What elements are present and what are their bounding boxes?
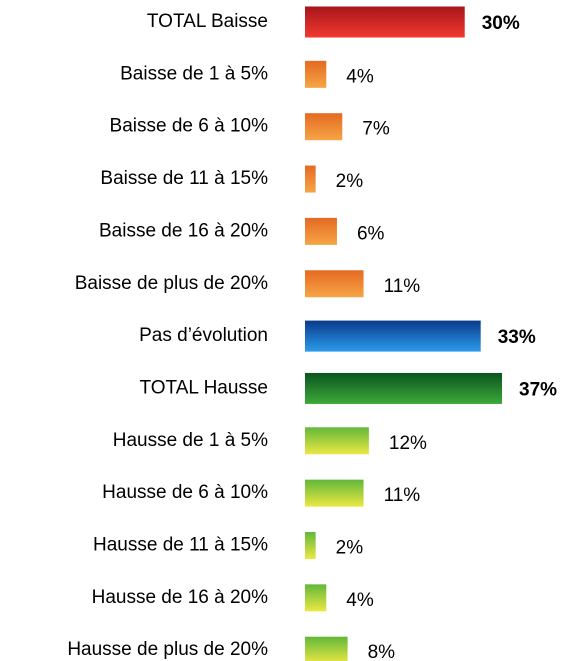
value-label: 6% (357, 223, 385, 244)
value-label: 33% (498, 327, 536, 348)
category-label: Baisse de 16 à 20% (99, 220, 268, 241)
bar (305, 320, 481, 352)
category-label: Baisse de 6 à 10% (110, 116, 269, 137)
value-label: 4% (346, 590, 374, 611)
category-label: Hausse de 16 à 20% (92, 587, 269, 608)
value-label: 2% (336, 538, 364, 559)
category-label: TOTAL Hausse (140, 377, 268, 398)
category-label: Baisse de 1 à 5% (120, 63, 268, 84)
bar (305, 165, 316, 193)
value-label: 30% (482, 13, 520, 34)
bar (305, 6, 465, 38)
value-label: 37% (519, 379, 557, 400)
bar (305, 270, 364, 298)
category-label: Hausse de 1 à 5% (113, 430, 268, 451)
bar (305, 584, 327, 612)
category-label: Hausse de plus de 20% (67, 639, 268, 660)
value-label: 7% (362, 119, 390, 140)
value-label: 4% (346, 66, 374, 87)
category-label: Hausse de 11 à 15% (93, 535, 268, 556)
value-label: 2% (336, 171, 364, 192)
bar (305, 60, 327, 88)
category-label: Hausse de 6 à 10% (102, 482, 268, 503)
bar (305, 372, 502, 404)
value-label: 8% (368, 642, 396, 661)
bar (305, 636, 348, 661)
value-label: 11% (384, 276, 421, 297)
bar (305, 532, 316, 559)
category-label: Pas d’évolution (139, 325, 268, 346)
bar (305, 479, 364, 507)
bar (305, 217, 337, 245)
category-label: Baisse de plus de 20% (75, 273, 268, 294)
bar (305, 427, 369, 455)
value-label: 12% (389, 433, 427, 454)
value-label: 11% (384, 485, 421, 506)
category-label: Baisse de 11 à 15% (100, 168, 268, 189)
category-label: TOTAL Baisse (147, 11, 268, 32)
bar (305, 113, 343, 141)
